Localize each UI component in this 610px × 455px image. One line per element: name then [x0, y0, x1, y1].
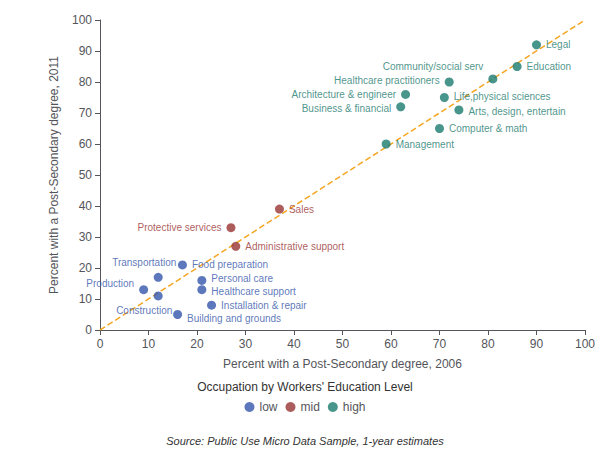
svg-text:30: 30	[239, 337, 253, 351]
svg-text:Source: Public Use Micro Data: Source: Public Use Micro Data Sample, 1-…	[166, 435, 444, 447]
svg-text:Healthcare support: Healthcare support	[211, 286, 296, 297]
svg-text:70: 70	[433, 337, 447, 351]
svg-text:Sales: Sales	[289, 204, 314, 215]
svg-text:50: 50	[79, 168, 93, 182]
svg-text:60: 60	[384, 337, 398, 351]
svg-text:10: 10	[142, 337, 156, 351]
svg-text:Business & financial: Business & financial	[302, 103, 392, 114]
svg-text:mid: mid	[300, 400, 319, 414]
svg-text:Transportation: Transportation	[112, 257, 176, 268]
svg-text:Production: Production	[86, 278, 134, 289]
svg-text:90: 90	[79, 44, 93, 58]
svg-text:Management: Management	[396, 139, 455, 150]
svg-text:high: high	[343, 400, 366, 414]
svg-text:60: 60	[79, 137, 93, 151]
svg-text:100: 100	[72, 13, 92, 27]
svg-text:10: 10	[79, 292, 93, 306]
svg-text:30: 30	[79, 230, 93, 244]
svg-text:20: 20	[79, 261, 93, 275]
svg-text:Building and grounds: Building and grounds	[187, 313, 281, 324]
svg-text:Construction: Construction	[116, 305, 172, 316]
svg-text:Healthcare practitioners: Healthcare practitioners	[334, 75, 440, 86]
svg-text:0: 0	[97, 337, 104, 351]
svg-text:100: 100	[575, 337, 595, 351]
svg-text:50: 50	[336, 337, 350, 351]
svg-text:low: low	[259, 400, 277, 414]
svg-text:80: 80	[481, 337, 495, 351]
svg-text:80: 80	[79, 75, 93, 89]
svg-text:40: 40	[287, 337, 301, 351]
svg-text:Legal: Legal	[546, 39, 570, 50]
svg-text:Education: Education	[527, 61, 571, 72]
svg-text:40: 40	[79, 199, 93, 213]
svg-text:Occupation by Workers' Educati: Occupation by Workers' Education Level	[197, 380, 413, 394]
svg-text:20: 20	[190, 337, 204, 351]
svg-text:0: 0	[85, 323, 92, 337]
svg-text:70: 70	[79, 106, 93, 120]
svg-text:Arts, design, entertain: Arts, design, entertain	[468, 106, 565, 117]
svg-text:Food preparation: Food preparation	[192, 259, 268, 270]
svg-text:Percent with a Post-Secondary: Percent with a Post-Secondary degree, 20…	[223, 357, 462, 371]
svg-text:Administrative support: Administrative support	[245, 241, 344, 252]
svg-text:Personal care: Personal care	[211, 273, 273, 284]
svg-text:Computer & math: Computer & math	[449, 123, 527, 134]
svg-text:Installation & repair: Installation & repair	[221, 300, 307, 311]
svg-text:Percent with a Post-Secondary: Percent with a Post-Secondary degree, 20…	[47, 56, 61, 294]
svg-text:Community/social serv: Community/social serv	[383, 61, 484, 72]
svg-text:90: 90	[530, 337, 544, 351]
svg-text:Architecture & engineer: Architecture & engineer	[292, 89, 397, 100]
svg-text:Life,physical sciences: Life,physical sciences	[454, 91, 551, 102]
svg-text:Protective services: Protective services	[138, 222, 222, 233]
